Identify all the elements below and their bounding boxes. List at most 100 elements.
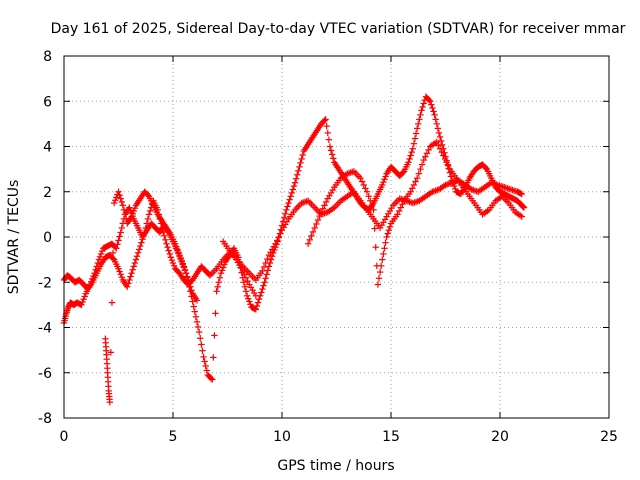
- data-point: [520, 204, 528, 211]
- data-point: [118, 224, 125, 232]
- data-point: [429, 104, 436, 112]
- data-point: [295, 167, 302, 175]
- data-point: [427, 98, 434, 105]
- data-point: [130, 263, 137, 270]
- data-point: [140, 232, 147, 240]
- data-point: [379, 256, 386, 263]
- data-point: [242, 288, 250, 295]
- data-point: [432, 116, 439, 123]
- data-point: [275, 233, 282, 241]
- data-point: [217, 270, 225, 277]
- data-point: [435, 129, 443, 137]
- data-point: [411, 135, 419, 142]
- data-point: [408, 148, 415, 156]
- data-point: [362, 185, 369, 192]
- data-point: [370, 206, 377, 214]
- data-point: [80, 296, 87, 303]
- data-point: [118, 273, 125, 281]
- data-point: [406, 155, 413, 163]
- data-point: [409, 145, 416, 152]
- data-point: [141, 229, 148, 236]
- data-point: [314, 216, 322, 224]
- data-point: [308, 232, 315, 240]
- data-point: [420, 156, 427, 164]
- data-point: [263, 271, 270, 278]
- y-axis-label: SDTVAR / TECUs: [6, 180, 22, 295]
- data-point: [131, 259, 139, 267]
- data-point: [167, 254, 175, 261]
- y-tick-label: 2: [43, 185, 52, 201]
- data-point: [311, 224, 318, 232]
- data-point: [214, 283, 221, 290]
- x-axis-label: GPS time / hours: [277, 458, 394, 474]
- data-point: [207, 375, 215, 382]
- data-point: [296, 163, 303, 171]
- data-point: [120, 206, 128, 214]
- data-point: [244, 277, 251, 285]
- data-point: [239, 267, 246, 275]
- data-point: [290, 182, 298, 190]
- data-point: [253, 302, 261, 310]
- data-point: [191, 308, 198, 315]
- data-point: [405, 159, 412, 166]
- data-point: [415, 170, 422, 177]
- data-point: [423, 150, 431, 157]
- data-point: [428, 101, 435, 108]
- data-point: [169, 259, 177, 267]
- data-point: [425, 96, 433, 104]
- data-point: [216, 274, 224, 281]
- data-point: [188, 286, 195, 294]
- data-point: [168, 256, 176, 264]
- data-point: [134, 249, 142, 257]
- data-point: [112, 197, 119, 204]
- data-point: [143, 220, 151, 227]
- data-point: [109, 249, 117, 257]
- data-point: [166, 250, 173, 258]
- data-point: [380, 178, 387, 186]
- data-point: [203, 367, 210, 374]
- data-point: [322, 198, 330, 206]
- data-point: [289, 186, 297, 193]
- data-point: [138, 239, 145, 246]
- data-point: [287, 193, 294, 200]
- data-point: [145, 211, 153, 218]
- data-point: [436, 145, 444, 152]
- data-point: [119, 202, 127, 209]
- data-point: [177, 254, 184, 262]
- x-axis-tick-labels: 0 5 10 15 20 25: [60, 429, 618, 445]
- data-point: [326, 143, 334, 150]
- data-point: [254, 299, 262, 306]
- data-point: [95, 256, 103, 263]
- data-point: [299, 151, 306, 159]
- data-point: [298, 155, 305, 163]
- data-point: [395, 207, 403, 215]
- data-point: [142, 224, 149, 232]
- data-point: [215, 279, 222, 286]
- data-point: [137, 242, 144, 250]
- data-point: [452, 185, 459, 193]
- data-point: [372, 243, 379, 251]
- data-point: [319, 205, 327, 212]
- data-point: [394, 211, 401, 218]
- data-point: [363, 188, 371, 195]
- data-point: [201, 358, 208, 365]
- y-tick-label: -4: [38, 321, 52, 337]
- data-point: [385, 227, 393, 234]
- data-point: [252, 306, 260, 313]
- y-tick-label: -8: [38, 411, 52, 427]
- data-point: [146, 207, 154, 215]
- data-point: [161, 232, 168, 240]
- data-point: [327, 147, 335, 154]
- x-tick-label: 25: [600, 429, 618, 445]
- data-point: [129, 266, 136, 274]
- y-tick-label: 4: [43, 140, 52, 156]
- data-point: [115, 265, 122, 272]
- grid-lines: [64, 56, 609, 418]
- data-point: [246, 298, 253, 305]
- data-point: [288, 189, 296, 197]
- data-point: [417, 111, 424, 119]
- data-point: [407, 188, 414, 195]
- data-point: [139, 236, 146, 243]
- data-point: [360, 181, 367, 189]
